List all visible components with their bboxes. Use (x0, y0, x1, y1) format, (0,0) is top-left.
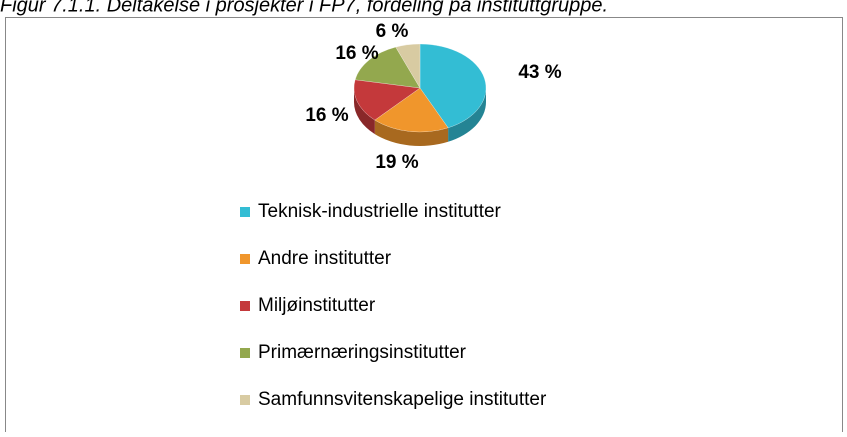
pie-slice (353, 79, 421, 121)
legend-label: Miljøinstitutter (258, 295, 376, 316)
data-label: 16 % (335, 43, 378, 64)
legend-swatch (240, 254, 250, 264)
legend-swatch (240, 301, 250, 311)
chart-title: Figur 7.1.1. Deltakelse i prosjekter i F… (0, 0, 608, 16)
data-label: 43 % (518, 62, 561, 83)
legend-swatch (240, 207, 250, 217)
legend-label: Primærnæringsinstitutter (258, 342, 467, 363)
pie-slice (395, 43, 421, 89)
pie-side (354, 88, 375, 135)
pie-side (448, 88, 486, 142)
data-label: 19 % (375, 152, 418, 173)
pie-slice (354, 46, 421, 89)
legend-label: Andre institutter (258, 248, 392, 269)
legend-swatch (240, 395, 250, 405)
legend-swatch (240, 348, 250, 358)
chart-frame (5, 17, 843, 437)
legend-label: Samfunnsvitenskapelige institutter (258, 389, 547, 410)
legend-label: Teknisk-industrielle institutter (258, 201, 502, 222)
pie-slice (374, 87, 449, 133)
data-label: 6 % (376, 21, 409, 42)
pie-slice (419, 43, 487, 129)
pie-side (374, 120, 449, 147)
data-label: 16 % (305, 105, 348, 126)
